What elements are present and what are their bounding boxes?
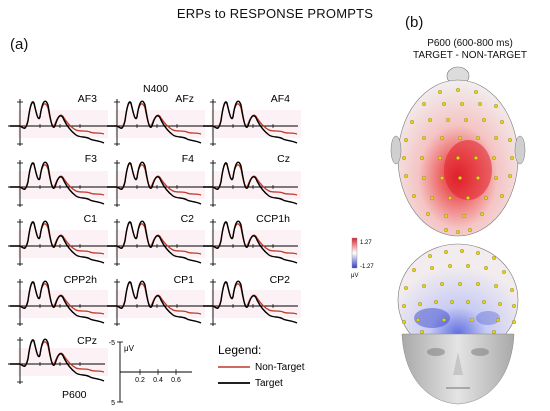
- topomap-colorbar: 1.27 -1.27 μV: [351, 237, 374, 279]
- erp-plot-f3: [7, 159, 109, 208]
- legend-label-non-target: Non-Target: [255, 362, 305, 373]
- ear-left-shape: [390, 135, 402, 165]
- scale-bar-unit: μV: [124, 344, 135, 353]
- channel-label-af3: AF3: [78, 93, 97, 105]
- topomap-title-line2: TARGET - NON-TARGET: [413, 50, 527, 61]
- erp-plot-af3: [7, 98, 109, 147]
- erp-plot-cp1: [104, 278, 206, 327]
- erp-plot-cz: [200, 159, 302, 208]
- scale-bar-tick-06: 0.6: [171, 377, 181, 384]
- legend: Legend: Non-Target Target: [218, 343, 305, 389]
- channel-label-f4: F4: [182, 153, 194, 165]
- channel-label-ccp1h: CCP1h: [256, 213, 290, 225]
- electrode-dots-top: [402, 88, 514, 234]
- figure-title: ERPs to RESPONSE PROMPTS: [176, 6, 374, 21]
- scale-bar-y-bottom: 5: [111, 400, 115, 407]
- panel-b-label: (b): [405, 14, 424, 31]
- channel-label-f3: F3: [85, 153, 97, 165]
- erp-plot-cpp2h: [7, 278, 109, 327]
- erp-plot-f4: [104, 159, 206, 208]
- colorbar-min-label: -1.27: [360, 264, 374, 270]
- colorbar-max-label: 1.27: [360, 240, 372, 246]
- electrode-dots-front: [402, 249, 516, 334]
- n400-annotation: N400: [143, 83, 168, 95]
- p600-annotation: P600: [62, 389, 87, 401]
- colorbar-unit-label: μV: [351, 273, 358, 279]
- channel-label-cpz: CPz: [77, 335, 97, 347]
- channel-label-c1: C1: [84, 213, 98, 225]
- channel-label-af4: AF4: [271, 93, 290, 105]
- channel-label-afz: AFz: [175, 93, 194, 105]
- topomap-title-line1: P600 (600-800 ms): [427, 38, 513, 49]
- scale-bar-y-top: -5: [109, 340, 115, 347]
- erp-plot-ccp1h: [200, 218, 302, 267]
- scale-bar-tick-04: 0.4: [153, 377, 163, 384]
- panel-a-label: (a): [10, 36, 29, 53]
- erp-plot-af4: [200, 98, 302, 147]
- channel-label-cp2: CP2: [270, 274, 291, 286]
- ear-right-shape: [514, 135, 526, 165]
- erp-plot-afz: [104, 98, 206, 147]
- erp-plot-c1: [7, 218, 109, 267]
- legend-title: Legend:: [218, 343, 261, 357]
- scale-bar-tick-02: 0.2: [135, 377, 145, 384]
- channel-label-cp1: CP1: [174, 274, 195, 286]
- erp-plot-cp2: [200, 278, 302, 327]
- channel-label-cpp2h: CPP2h: [64, 274, 97, 286]
- scale-bar: -5 5 μV 0.2 0.4 0.6: [109, 340, 192, 407]
- channel-label-c2: C2: [181, 213, 195, 225]
- erp-plot-c2: [104, 218, 206, 267]
- topomap-top-view: [390, 66, 526, 237]
- legend-label-target: Target: [255, 378, 283, 389]
- topomap-front-view: [397, 243, 519, 405]
- channel-label-cz: Cz: [277, 153, 290, 165]
